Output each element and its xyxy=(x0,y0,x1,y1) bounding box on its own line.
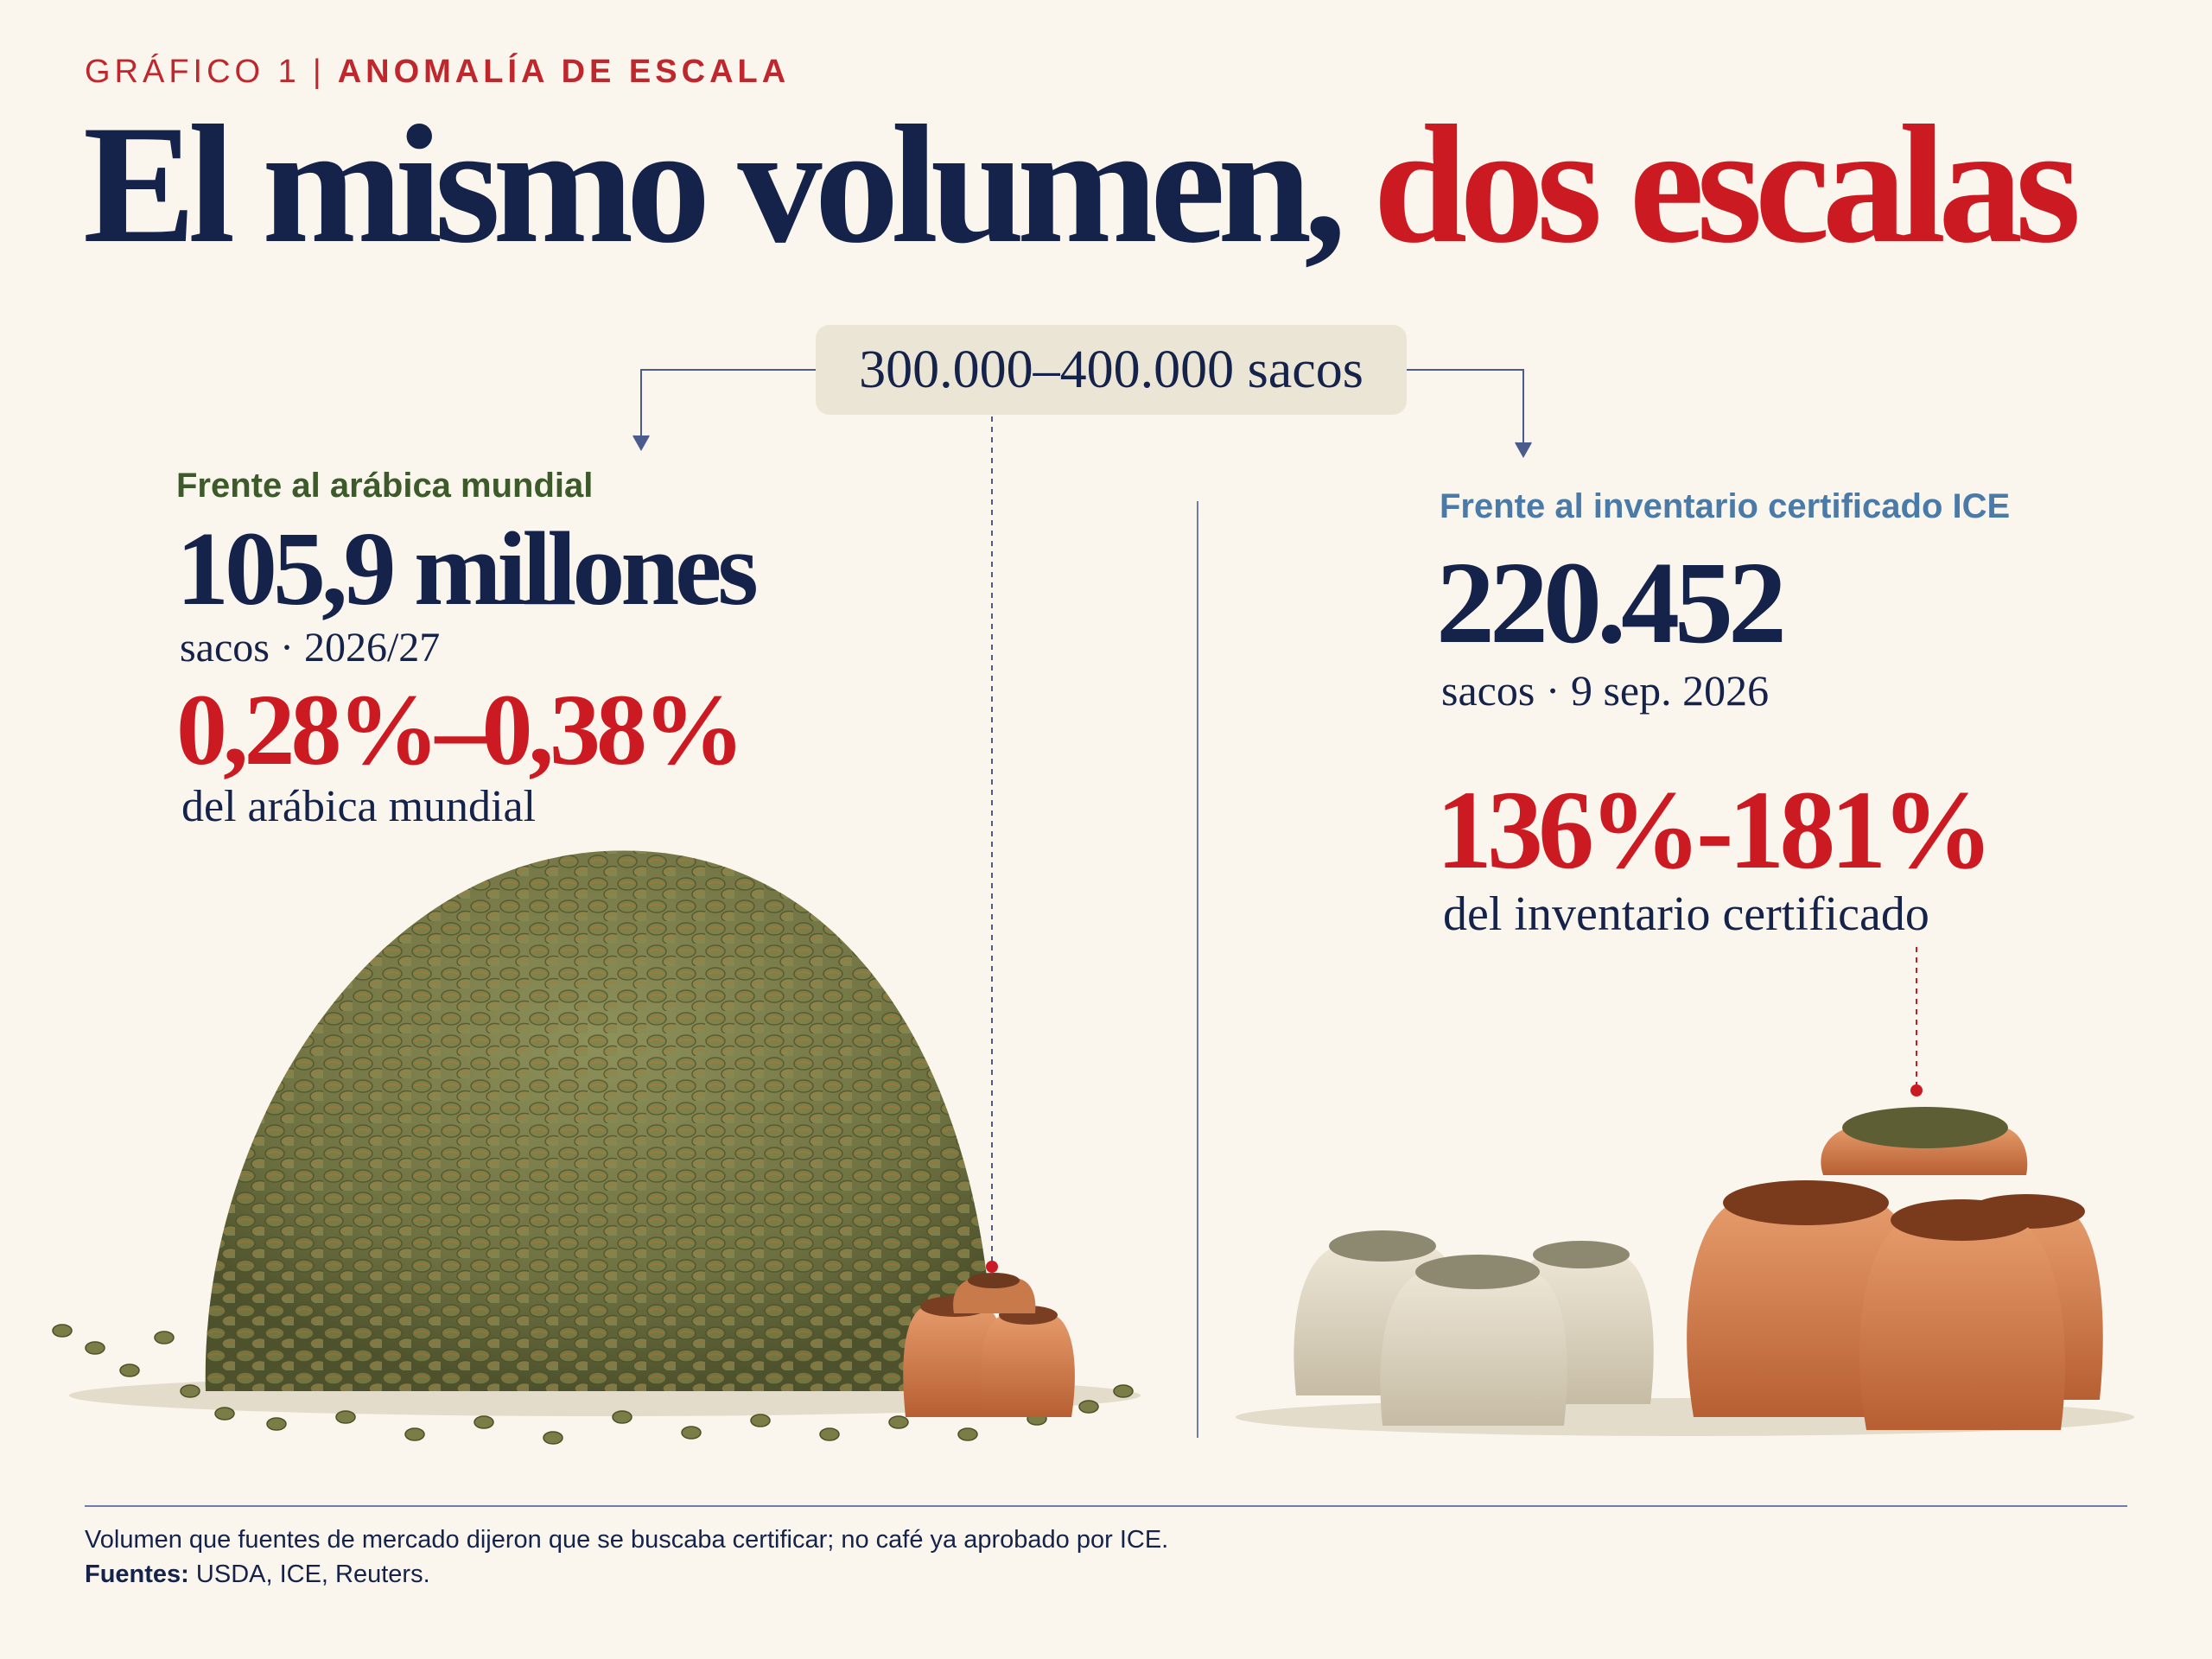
right-panel-label: Frente al inventario certificado ICE xyxy=(1440,487,2011,525)
left-panel-label: Frente al arábica mundial xyxy=(176,467,594,505)
right-panel-value: 220.452 xyxy=(1436,538,1787,668)
title-part-1: El mismo volumen, xyxy=(83,91,1346,278)
right-panel-share: 136%-181% xyxy=(1436,768,1993,893)
left-panel-share-desc: del arábica mundial xyxy=(181,782,537,831)
sources-label: Fuentes: xyxy=(85,1560,189,1588)
page-title: El mismo volumen, dos escalas xyxy=(83,100,2081,270)
certified-inventory-sacks xyxy=(1236,1107,2134,1436)
left-panel-share: 0,28%–0,38% xyxy=(176,673,745,786)
left-panel-subtitle: sacos · 2026/27 xyxy=(180,625,441,671)
kicker-label: GRÁFICO 1 xyxy=(85,54,301,90)
sources-list: USDA, ICE, Reuters. xyxy=(195,1560,430,1588)
kicker-separator: | xyxy=(312,54,326,90)
chart-kicker: GRÁFICO 1 | ANOMALÍA DE ESCALA xyxy=(85,54,790,91)
small-coffee-sacks xyxy=(903,1273,1075,1417)
connector-left xyxy=(632,369,816,452)
title-part-2: dos escalas xyxy=(1373,91,2081,278)
left-marker-dot xyxy=(986,1261,998,1273)
kicker-topic: ANOMALÍA DE ESCALA xyxy=(337,54,791,90)
right-marker-dot xyxy=(1910,1084,1923,1096)
footer-divider xyxy=(85,1505,2127,1507)
right-panel-share-desc: del inventario certificado xyxy=(1443,887,1929,941)
left-panel-value: 105,9 millones xyxy=(176,511,759,627)
volume-pill: 300.000–400.000 sacos xyxy=(816,325,1407,415)
connector-right xyxy=(1407,369,1532,459)
footer-note: Volumen que fuentes de mercado dijeron q… xyxy=(85,1526,1169,1554)
footer-sources: Fuentes: USDA, ICE, Reuters. xyxy=(85,1560,430,1589)
coffee-bean-pile xyxy=(52,850,1141,1445)
right-panel-subtitle: sacos · 9 sep. 2026 xyxy=(1441,666,1770,715)
